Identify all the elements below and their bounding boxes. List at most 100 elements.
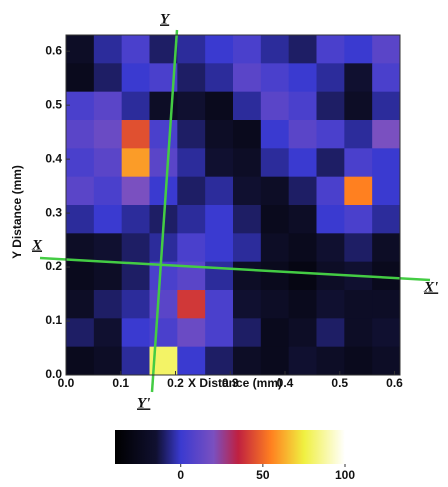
- heatmap-cell: [93, 233, 123, 263]
- heatmap-cell: [93, 346, 123, 376]
- heatmap-cell: [316, 63, 345, 93]
- y-tick-label: 0.2: [45, 259, 62, 273]
- heatmap-cell: [93, 148, 123, 178]
- heatmap-cell: [316, 120, 345, 149]
- heatmap-cell: [344, 233, 373, 263]
- heatmap-cell: [260, 318, 290, 348]
- heatmap-cell: [316, 205, 345, 234]
- heatmap-cell: [233, 63, 262, 93]
- heatmap-cell: [260, 35, 290, 64]
- x-tick-label: 0.0: [58, 376, 75, 390]
- heatmap-cell: [121, 261, 150, 291]
- heatmap-cell: [344, 176, 373, 206]
- heatmap-cell: [121, 120, 150, 149]
- profile-line-y: [150, 29, 179, 393]
- heatmap-cell: [66, 148, 95, 178]
- colorbar-tick-label: 0: [177, 468, 184, 482]
- heatmap-cell: [177, 233, 206, 263]
- heatmap-cell: [372, 205, 401, 234]
- heatmap-cell: [233, 261, 262, 291]
- colorbar-tick-label: 100: [335, 468, 355, 482]
- heatmap-cell: [93, 318, 123, 348]
- heatmap-cell: [121, 233, 150, 263]
- y-tick-label: 0.4: [45, 151, 62, 165]
- heatmap-cell: [205, 35, 234, 64]
- heatmap-cell: [260, 148, 290, 178]
- heatmap-cell: [205, 63, 234, 93]
- heatmap-cell: [93, 63, 123, 93]
- heatmap-cell: [344, 346, 373, 376]
- heatmap-cell: [344, 91, 373, 121]
- heatmap-cell: [177, 120, 206, 149]
- heatmap-cell: [316, 91, 345, 121]
- heatmap-cell: [177, 35, 206, 64]
- heatmap-cell: [372, 233, 401, 263]
- heatmap-cell: [260, 120, 290, 149]
- heatmap-cell: [233, 233, 262, 263]
- heatmap-cell: [149, 35, 178, 64]
- heatmap-cell: [149, 120, 178, 149]
- heatmap-cell: [260, 261, 290, 291]
- heatmap-cell: [66, 35, 95, 64]
- heatmap-cell: [316, 233, 345, 263]
- heatmap-cell: [288, 346, 317, 376]
- heatmap-cell: [344, 63, 373, 93]
- heatmap-cell: [121, 91, 150, 121]
- heatmap-cell: [233, 290, 262, 319]
- heatmap-cell: [205, 346, 234, 376]
- heatmap-cell: [149, 318, 178, 348]
- heatmap-cell: [205, 91, 234, 121]
- heatmap-cell: [149, 176, 178, 206]
- x-axis-label: X Distance (mm): [188, 376, 282, 390]
- colorbar: [115, 430, 345, 464]
- heatmap-cell: [177, 318, 206, 348]
- heatmap-cell: [260, 346, 290, 376]
- y-tick-label: 0.0: [45, 367, 62, 381]
- heatmap-cell: [233, 176, 262, 206]
- y-tick-label: 0.5: [45, 97, 62, 111]
- heatmap-cell: [233, 205, 262, 234]
- heatmap-cell: [288, 35, 317, 64]
- heatmap-cell: [344, 120, 373, 149]
- heatmap-cell: [344, 318, 373, 348]
- heatmap-cell: [121, 148, 150, 178]
- heatmap-cell: [205, 318, 234, 348]
- heatmap-cell: [177, 290, 206, 319]
- heatmap-cell: [288, 148, 317, 178]
- heatmap-cell: [121, 290, 150, 319]
- heatmap-cell: [316, 148, 345, 178]
- heatmap-cell: [372, 91, 401, 121]
- heatmap-cell: [205, 148, 234, 178]
- heatmap-cell: [288, 63, 317, 93]
- heatmap-cell: [93, 120, 123, 149]
- y-axis-label: Y Distance (mm): [10, 165, 24, 259]
- profile-label: X: [31, 237, 43, 253]
- heatmap-cell: [93, 290, 123, 319]
- x-tick-label: 0.1: [112, 376, 129, 390]
- heatmap-cell: [372, 176, 401, 206]
- heatmap-cell: [205, 205, 234, 234]
- heatmap-cell: [121, 35, 150, 64]
- heatmap-cell: [66, 63, 95, 93]
- heatmap-cell: [121, 176, 150, 206]
- heatmap-cell: [372, 290, 401, 319]
- heatmap-cell: [344, 205, 373, 234]
- heatmap-cell: [233, 120, 262, 149]
- heatmap-cell: [260, 290, 290, 319]
- y-tick-label: 0.6: [45, 43, 62, 57]
- x-tick-label: 0.2: [167, 376, 184, 390]
- heatmap-cell: [288, 318, 317, 348]
- heatmap-cell: [149, 148, 178, 178]
- heatmap-cell: [316, 176, 345, 206]
- heatmap-cell: [288, 91, 317, 121]
- heatmap-cell: [177, 176, 206, 206]
- heatmap-cell: [66, 233, 95, 263]
- heatmap-cell: [66, 205, 95, 234]
- heatmap-cell: [372, 148, 401, 178]
- heatmap-cell: [66, 91, 95, 121]
- y-tick-label: 0.1: [45, 313, 62, 327]
- heatmap-cell: [344, 35, 373, 64]
- heatmap-cell: [121, 346, 150, 376]
- profile-label: Y: [160, 11, 171, 27]
